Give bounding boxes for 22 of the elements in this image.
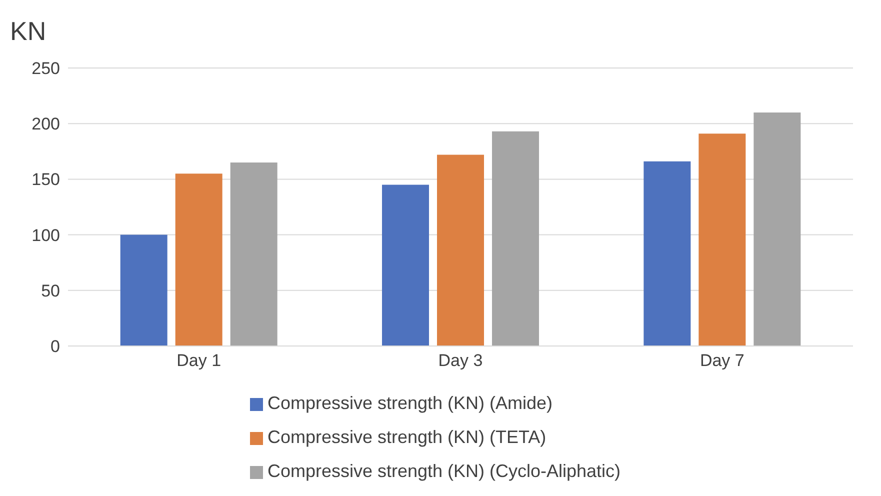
bar bbox=[698, 134, 746, 346]
x-tick-label: Day 1 bbox=[176, 351, 222, 370]
y-tick-label: 100 bbox=[32, 226, 60, 245]
legend-label: Compressive strength (KN) (Cyclo-Aliphatic) bbox=[267, 461, 621, 481]
x-tick-label: Day 3 bbox=[438, 351, 483, 370]
bar bbox=[382, 184, 429, 346]
legend-label: Compressive strength (KN) (Amide) bbox=[267, 393, 553, 413]
y-tick-label: 50 bbox=[41, 281, 60, 300]
bar bbox=[754, 112, 801, 346]
bar bbox=[230, 162, 278, 346]
x-tick-label: Day 7 bbox=[700, 351, 744, 370]
y-tick-label: 150 bbox=[32, 170, 60, 190]
bar bbox=[492, 131, 539, 346]
bar bbox=[120, 234, 168, 346]
legend-label: Compressive strength (KN) (TETA) bbox=[267, 427, 546, 447]
y-tick-label: 250 bbox=[32, 59, 60, 78]
y-tick-label: 200 bbox=[32, 114, 60, 134]
bar bbox=[175, 174, 222, 346]
y-axis-title: KN bbox=[10, 16, 46, 47]
bar bbox=[644, 161, 691, 346]
bar bbox=[437, 154, 484, 346]
y-tick-label: 0 bbox=[50, 337, 60, 356]
